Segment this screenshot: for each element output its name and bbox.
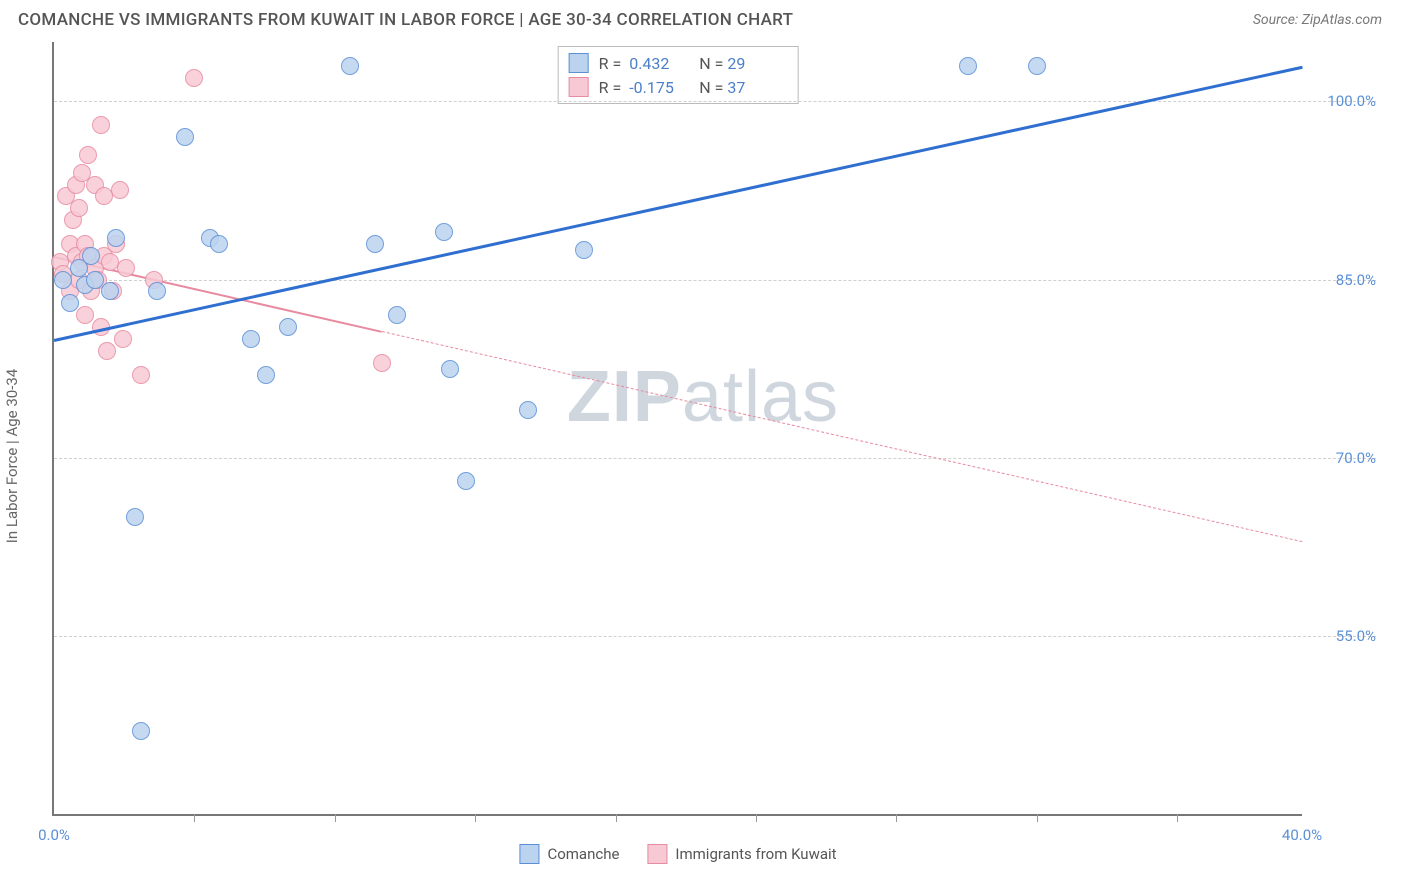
data-point	[132, 366, 150, 384]
data-point	[341, 57, 359, 75]
y-tick-label: 100.0%	[1306, 92, 1376, 110]
legend-swatch	[569, 77, 589, 97]
data-point	[76, 306, 94, 324]
x-tick-label: 0.0%	[38, 826, 70, 844]
data-point	[82, 247, 100, 265]
x-tick	[616, 814, 617, 822]
data-point	[132, 722, 150, 740]
data-point	[148, 282, 166, 300]
gridline	[54, 636, 1376, 637]
data-point	[366, 235, 384, 253]
data-point	[107, 229, 125, 247]
data-point	[92, 116, 110, 134]
trend-line	[54, 66, 1303, 342]
data-point	[519, 401, 537, 419]
data-point	[101, 282, 119, 300]
data-point	[61, 294, 79, 312]
y-axis-label: In Labor Force | Age 30-34	[3, 369, 21, 543]
data-point	[210, 235, 228, 253]
data-point	[111, 181, 129, 199]
data-point	[70, 199, 88, 217]
x-tick	[194, 814, 195, 822]
r-label: R = -0.175	[599, 78, 690, 97]
data-point	[54, 271, 72, 289]
y-tick-label: 55.0%	[1306, 627, 1376, 645]
r-label: R = 0.432	[599, 54, 690, 73]
x-tick	[896, 814, 897, 822]
header: COMANCHE VS IMMIGRANTS FROM KUWAIT IN LA…	[0, 0, 1406, 36]
correlation-row: R = 0.432 N = 29	[569, 51, 788, 75]
plot-area: ZIPatlas R = 0.432N = 29R = -0.175N = 37…	[52, 42, 1302, 816]
legend-swatch	[519, 844, 539, 864]
data-point	[575, 241, 593, 259]
data-point	[373, 354, 391, 372]
legend-item: Immigrants from Kuwait	[647, 844, 836, 864]
page-title: COMANCHE VS IMMIGRANTS FROM KUWAIT IN LA…	[18, 10, 793, 30]
data-point	[79, 146, 97, 164]
legend-label: Comanche	[547, 845, 619, 863]
data-point	[114, 330, 132, 348]
data-point	[435, 223, 453, 241]
n-label: N = 29	[699, 54, 787, 73]
data-point	[279, 318, 297, 336]
chart-container: In Labor Force | Age 30-34 ZIPatlas R = …	[18, 42, 1382, 870]
data-point	[86, 271, 104, 289]
data-point	[457, 472, 475, 490]
data-point	[176, 128, 194, 146]
trend-line	[381, 331, 1302, 542]
gridline	[54, 280, 1376, 281]
data-point	[117, 259, 135, 277]
correlation-row: R = -0.175 N = 37	[569, 75, 788, 99]
n-label: N = 37	[699, 78, 787, 97]
legend-swatch	[647, 844, 667, 864]
data-point	[126, 508, 144, 526]
bottom-legend: Comanche Immigrants from Kuwait	[519, 844, 836, 864]
data-point	[98, 342, 116, 360]
data-point	[1028, 57, 1046, 75]
source-label: Source: ZipAtlas.com	[1253, 12, 1382, 28]
data-point	[959, 57, 977, 75]
x-tick	[756, 814, 757, 822]
x-tick	[1177, 814, 1178, 822]
gridline	[54, 101, 1376, 102]
data-point	[388, 306, 406, 324]
x-tick-label: 40.0%	[1282, 826, 1322, 844]
data-point	[257, 366, 275, 384]
legend-item: Comanche	[519, 844, 619, 864]
data-point	[242, 330, 260, 348]
legend-swatch	[569, 53, 589, 73]
gridline	[54, 458, 1376, 459]
correlation-box: R = 0.432 N = 29 R = -0.175 N = 37	[558, 46, 799, 104]
data-point	[185, 69, 203, 87]
x-tick	[1037, 814, 1038, 822]
x-tick	[475, 814, 476, 822]
y-tick-label: 85.0%	[1306, 271, 1376, 289]
data-point	[441, 360, 459, 378]
x-tick	[335, 814, 336, 822]
legend-label: Immigrants from Kuwait	[675, 845, 836, 863]
y-tick-label: 70.0%	[1306, 449, 1376, 467]
